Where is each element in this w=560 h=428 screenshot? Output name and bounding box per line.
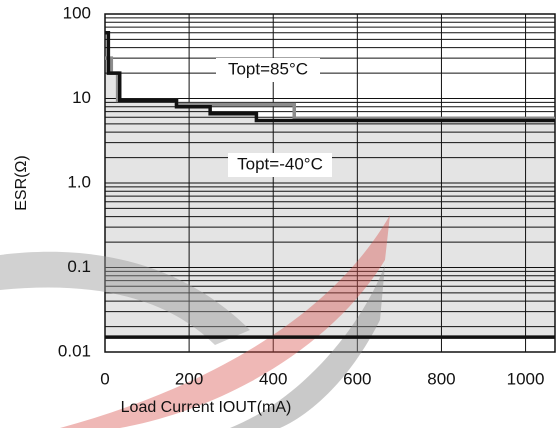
y-axis-label: ESR(Ω) [13, 155, 30, 211]
label-background [216, 58, 320, 82]
x-tick-label: 200 [175, 369, 203, 388]
label-background [228, 153, 332, 177]
x-axis-label: Load Current IOUT(mA) [121, 399, 292, 416]
y-tick-label: 100 [63, 3, 91, 22]
x-tick-label: 0 [100, 369, 109, 388]
watermark-swoosh [230, 265, 385, 428]
watermark [0, 215, 390, 428]
y-tick-label: 1.0 [67, 172, 91, 191]
plot-frame [104, 13, 556, 353]
y-tick-label: 10 [72, 88, 91, 107]
watermark-swoosh [0, 251, 250, 345]
x-tick-label: 400 [259, 369, 287, 388]
x-tick-label: 600 [343, 369, 371, 388]
y-tick-label: 0.1 [67, 257, 91, 276]
watermark-swoosh [60, 215, 390, 428]
plot-area [104, 13, 556, 353]
series-label: Topt=-40°C [237, 154, 323, 173]
stable-region [105, 32, 555, 338]
x-tick-label: 1000 [507, 369, 545, 388]
y-tick-label: 0.01 [58, 341, 91, 360]
series-line [105, 30, 555, 123]
series-label: Topt=85°C [228, 59, 308, 78]
x-tick-label: 800 [427, 369, 455, 388]
